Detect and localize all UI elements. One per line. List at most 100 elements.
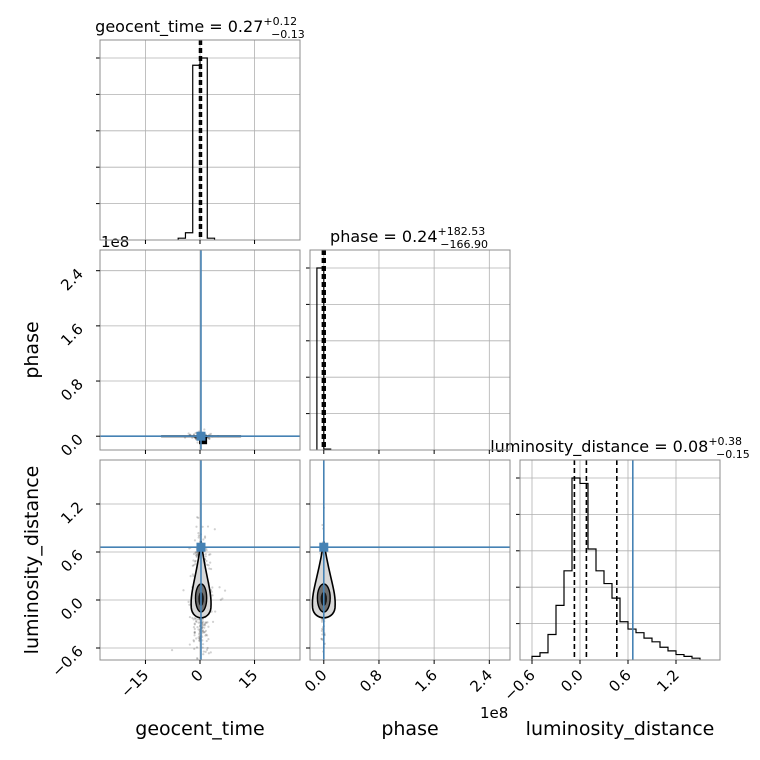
scatter-point xyxy=(201,621,204,625)
scatter-point xyxy=(196,626,199,629)
scatter-point xyxy=(202,620,205,623)
scatter-point xyxy=(170,648,174,652)
y-tick-label: 0.8 xyxy=(57,375,87,405)
scatter-point xyxy=(188,643,191,646)
scatter-point xyxy=(196,553,199,556)
scatter-point xyxy=(208,553,211,556)
scatter-point xyxy=(205,621,208,624)
scatter-point xyxy=(204,555,207,558)
y-offset-label-phase: 1e8 xyxy=(101,233,129,251)
scatter-point xyxy=(204,629,208,632)
scatter-point xyxy=(194,617,197,620)
scatter-point xyxy=(195,637,198,640)
title-phase: phase = 0.24+182.53 −166.90 xyxy=(330,225,488,251)
scatter-point xyxy=(192,639,195,642)
scatter-point xyxy=(197,536,200,539)
scatter-point xyxy=(193,433,196,436)
scatter-point xyxy=(210,590,213,593)
y-tick-label: −0.6 xyxy=(48,642,86,680)
scatter-point xyxy=(201,629,205,632)
scatter-point xyxy=(210,610,213,613)
scatter-point xyxy=(188,603,191,606)
scatter-point xyxy=(191,573,194,576)
scatter-point xyxy=(211,594,214,597)
scatter-point xyxy=(197,532,200,535)
panel-geocent_time-luminosity_distance: −15 0 15 −0.6 0.0 0.6 1.2 xyxy=(48,459,301,701)
x-tick-label: 1.6 xyxy=(411,666,441,696)
x-tick-label: 0.0 xyxy=(301,666,331,696)
scatter-point xyxy=(187,600,190,604)
scatter-point xyxy=(320,637,324,640)
histogram-geocent_time xyxy=(177,57,216,240)
scatter-point xyxy=(188,615,192,619)
scatter-point xyxy=(194,436,197,439)
scatter-point xyxy=(198,639,201,642)
scatter-point xyxy=(211,620,215,623)
scatter-point xyxy=(210,567,213,571)
truth-marker xyxy=(319,542,329,552)
scatter-point xyxy=(209,561,212,564)
scatter-point xyxy=(197,621,200,624)
scatter-point xyxy=(201,646,204,649)
scatter-point xyxy=(207,625,210,628)
scatter-point xyxy=(208,433,211,436)
scatter-point xyxy=(195,525,198,528)
scatter-point xyxy=(205,633,208,636)
panel-phase-luminosity_distance: 0.0 0.8 1.6 2.4 xyxy=(301,459,511,696)
scatter-point xyxy=(205,648,209,651)
scatter-point xyxy=(196,441,199,444)
scatter-point xyxy=(194,436,197,440)
y-tick-label: 1.6 xyxy=(57,320,87,350)
scatter-point xyxy=(193,627,196,631)
scatter-point xyxy=(191,436,194,440)
scatter-point xyxy=(219,598,222,601)
scatter-point xyxy=(321,627,324,631)
scatter-point xyxy=(192,564,195,567)
scatter-point xyxy=(195,555,198,559)
scatter-point xyxy=(192,626,196,629)
scatter-point xyxy=(193,647,196,651)
scatter-point xyxy=(207,436,210,439)
scatter-point xyxy=(191,616,194,620)
grid xyxy=(310,250,510,450)
scatter-point xyxy=(195,620,198,624)
scatter-point xyxy=(197,628,200,631)
grid xyxy=(520,460,720,660)
scatter-point xyxy=(193,630,196,633)
truth-marker xyxy=(196,542,206,552)
scatter-point xyxy=(202,630,205,633)
scatter-point xyxy=(194,552,198,555)
truth-marker xyxy=(196,431,206,441)
panel-frame xyxy=(309,249,511,451)
scatter-point xyxy=(198,635,201,638)
scatter-point xyxy=(193,623,196,626)
scatter-point xyxy=(197,636,200,639)
scatter-point xyxy=(202,631,206,634)
scatter-point xyxy=(193,622,196,625)
scatter-point xyxy=(204,650,207,653)
grid xyxy=(310,460,510,660)
scatter-point xyxy=(182,589,185,592)
x-tick-label: 2.4 xyxy=(467,666,497,696)
x-axis-label-geocent-time: geocent_time xyxy=(135,718,264,740)
scatter-point xyxy=(320,620,324,623)
panel-geocent_time-geocent_time xyxy=(96,39,301,244)
scatter-point xyxy=(205,548,208,552)
scatter-point xyxy=(203,428,206,431)
scatter-point xyxy=(195,554,198,557)
scatter-point xyxy=(201,643,205,646)
scatter-point xyxy=(320,637,323,640)
scatter-point xyxy=(194,551,197,554)
scatter-point xyxy=(197,516,200,519)
scatter-point xyxy=(204,621,207,624)
scatter-point xyxy=(211,586,214,589)
scatter-point xyxy=(194,431,197,435)
scatter-point xyxy=(192,559,195,562)
scatter-point xyxy=(320,618,323,621)
scatter-point xyxy=(203,536,207,539)
panel-phase-phase xyxy=(306,249,511,454)
scatter-point xyxy=(193,631,196,634)
scatter-point xyxy=(321,633,324,636)
scatter-point xyxy=(196,516,199,519)
scatter-point xyxy=(218,586,221,589)
